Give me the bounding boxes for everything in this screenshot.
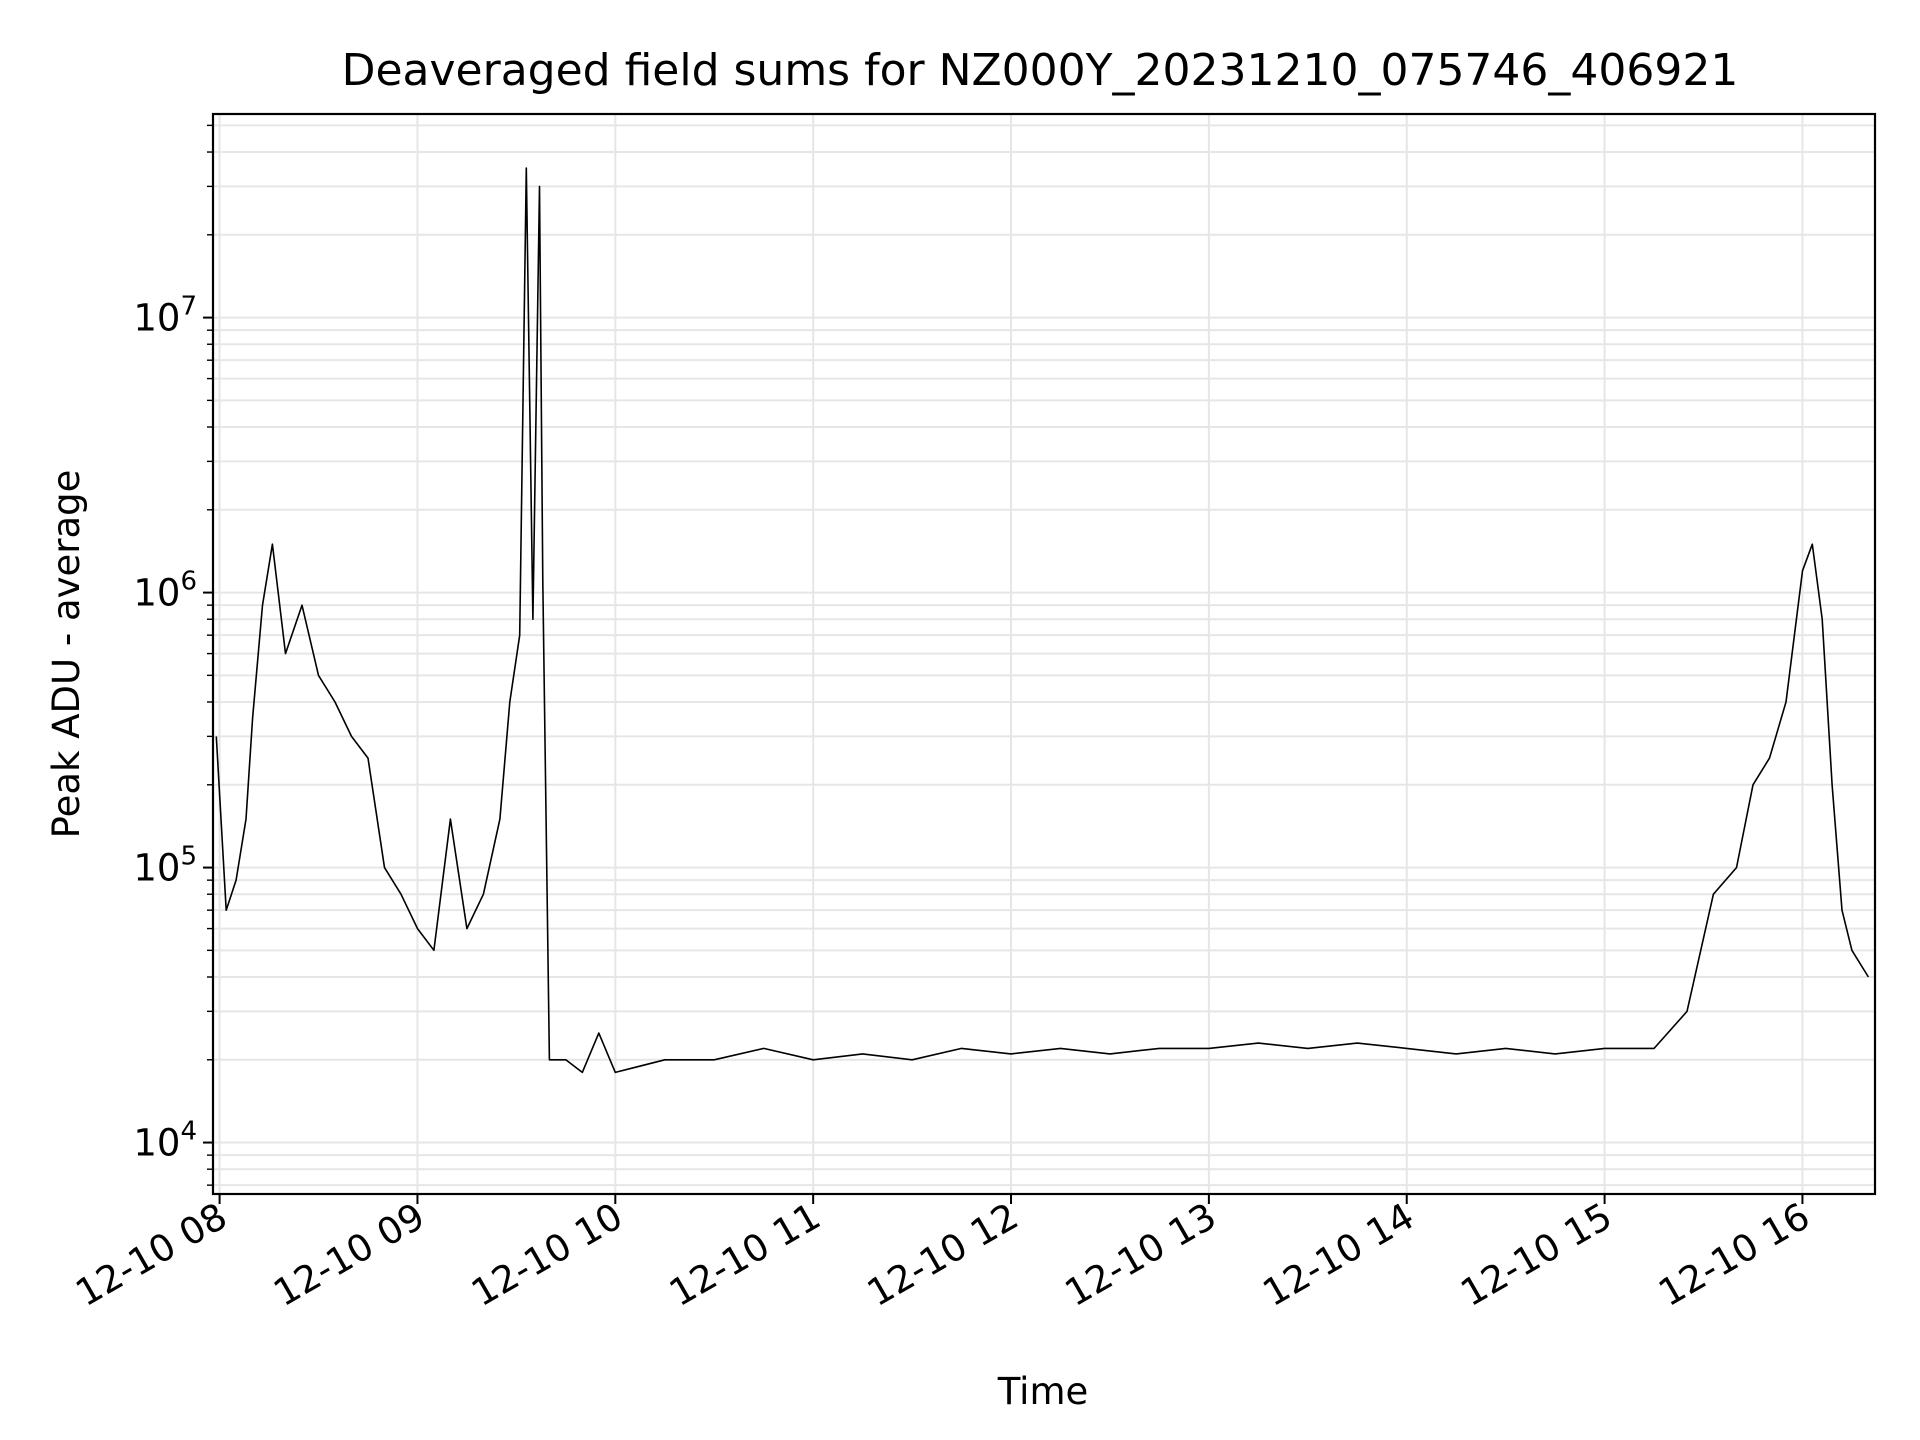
y-tick-label: 106	[133, 567, 197, 615]
y-tick-base: 10	[133, 847, 180, 890]
grid-group	[213, 114, 1875, 1194]
y-tick-base: 10	[133, 297, 180, 340]
series-group	[215, 167, 1870, 1074]
y-tick-label: 105	[133, 842, 197, 890]
y-tick-exponent: 6	[180, 567, 197, 597]
y-tick-exponent: 4	[180, 1117, 197, 1147]
y-axis-label: Peak ADU - average	[45, 470, 88, 839]
y-tick-label: 107	[133, 292, 197, 340]
x-axis-label: Time	[997, 1370, 1089, 1413]
series-line	[215, 167, 1870, 1074]
y-tick-exponent: 7	[180, 292, 197, 322]
y-tick-base: 10	[133, 1122, 180, 1165]
y-tick-exponent: 5	[180, 842, 197, 872]
chart-title: Deaveraged field sums for NZ000Y_2023121…	[342, 45, 1739, 96]
y-tick-base: 10	[133, 572, 180, 615]
y-tick-label: 104	[133, 1117, 197, 1165]
